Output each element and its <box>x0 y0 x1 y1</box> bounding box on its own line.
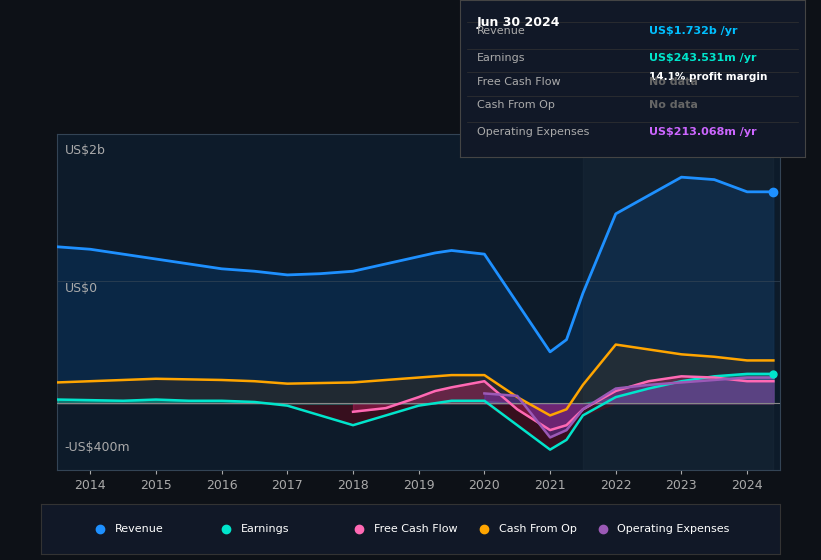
Bar <box>583 134 773 470</box>
Text: Revenue: Revenue <box>477 26 525 36</box>
Text: -US$400m: -US$400m <box>65 441 131 454</box>
Text: 14.1% profit margin: 14.1% profit margin <box>649 72 768 82</box>
Text: Operating Expenses: Operating Expenses <box>477 127 589 137</box>
Text: Free Cash Flow: Free Cash Flow <box>477 77 561 87</box>
Text: Cash From Op: Cash From Op <box>477 100 555 110</box>
Text: No data: No data <box>649 77 699 87</box>
Text: Jun 30 2024: Jun 30 2024 <box>477 16 561 29</box>
Text: Free Cash Flow: Free Cash Flow <box>374 524 457 534</box>
Text: US$1.732b /yr: US$1.732b /yr <box>649 26 738 36</box>
Text: US$2b: US$2b <box>65 144 106 157</box>
Text: US$243.531m /yr: US$243.531m /yr <box>649 53 757 63</box>
Text: Operating Expenses: Operating Expenses <box>617 524 730 534</box>
Text: US$213.068m /yr: US$213.068m /yr <box>649 127 757 137</box>
Text: Earnings: Earnings <box>241 524 289 534</box>
Text: Earnings: Earnings <box>477 53 525 63</box>
Text: Cash From Op: Cash From Op <box>499 524 577 534</box>
Text: US$0: US$0 <box>65 282 98 296</box>
Text: No data: No data <box>649 100 699 110</box>
Text: Revenue: Revenue <box>115 524 163 534</box>
